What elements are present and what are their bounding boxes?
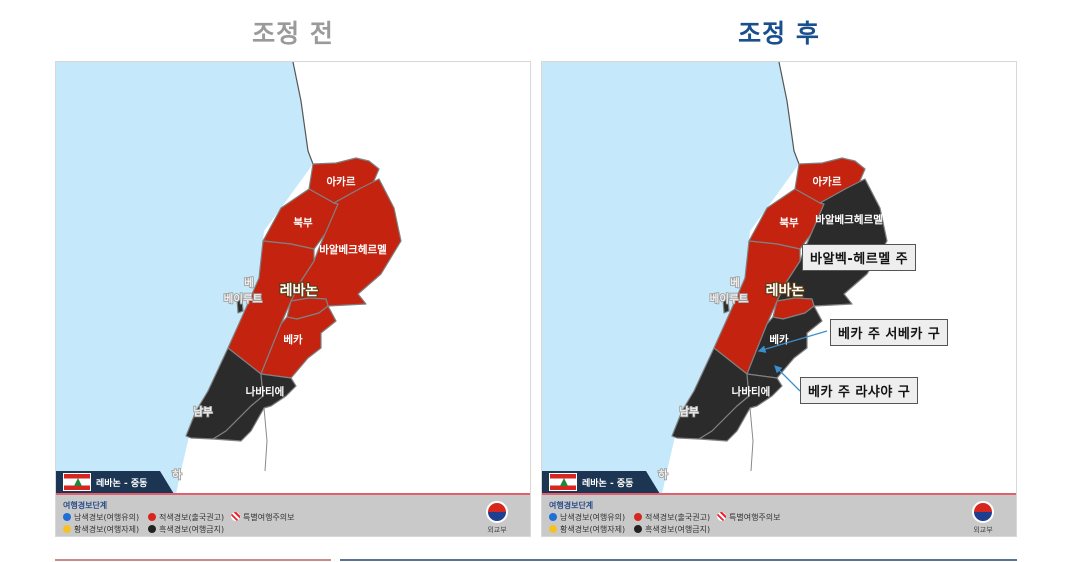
legend-item-label: 황색경보(여행자제) [74, 525, 140, 534]
legend-item-label: 적색경보(출국권고) [159, 513, 225, 522]
legend-dot-icon [549, 513, 557, 521]
legend-item: 흑색경보(여행금지) [148, 524, 224, 535]
map-label-nabatieh: 나바티에 [732, 385, 771, 398]
hatched-dot-icon [231, 512, 240, 521]
callout-label: 베카 주 서베카 구 [830, 319, 949, 346]
map-label-lebanon: 레바논 [766, 283, 805, 299]
region-mount-lebanon[interactable] [227, 240, 315, 375]
legend-item-label: 특별여행주의보 [729, 513, 781, 522]
after-title: 조정 후 [738, 19, 820, 48]
region-beirut[interactable] [722, 298, 730, 314]
lebanon-flag-icon [63, 473, 91, 491]
legend-item-label: 황색경보(여행자제) [560, 525, 626, 534]
taegeuk-logo-icon [486, 501, 508, 523]
country-region-label: 레바논 - 중동 [582, 479, 634, 489]
map-label-beirut: 베이루트 [710, 292, 749, 305]
logo-text: 외교부 [973, 526, 993, 534]
map-label-bekaa: 베카 [769, 333, 789, 346]
divider-line [340, 559, 1017, 561]
map-label-lebanon: 레바논 [280, 283, 319, 299]
map-label-south: 남부 [193, 405, 213, 418]
coastline [292, 62, 314, 165]
map-label-beirut: 베이루트 [224, 292, 263, 305]
callout-arrow [774, 365, 801, 392]
region-nabatieh[interactable] [212, 373, 297, 442]
map-label-nabatieh: 나바티에 [246, 385, 285, 398]
hatched-dot-icon [717, 512, 726, 521]
sea [56, 62, 313, 494]
mofa-logo: 외교부 [968, 501, 998, 535]
region-bekaa-lower[interactable] [260, 305, 337, 379]
callout-label: 바알벡-헤르멜 주 [802, 244, 917, 271]
callout-label: 베카 주 라샤야 구 [800, 377, 919, 404]
map-label-akkar: 아카르 [327, 175, 356, 188]
map-label-ha: 하 [172, 468, 182, 481]
legend-dot-icon [634, 513, 642, 521]
map-label-beirut-small: 베 [730, 276, 740, 289]
before-title: 조정 전 [252, 19, 334, 48]
logo-text: 외교부 [487, 526, 507, 534]
legend-dot-icon [148, 525, 156, 533]
map-label-north: 북부 [293, 217, 313, 229]
legend-item: 흑색경보(여행금지) [634, 524, 710, 535]
legend-item-label: 흑색경보(여행금지) [159, 525, 225, 534]
map-label-akkar: 아카르 [813, 175, 842, 188]
callout-arrow [757, 330, 828, 353]
map-label-ha: 하 [658, 468, 668, 481]
legend-dot-icon [148, 513, 156, 521]
legend-item: 황색경보(여행자제) [63, 524, 139, 535]
map-label-bekaa: 베카 [283, 333, 303, 346]
region-mount-lebanon[interactable] [713, 240, 801, 375]
country-region-label: 레바논 - 중동 [96, 479, 148, 489]
legend-title: 여행경보단계 [63, 501, 108, 510]
legend-item: 특별여행주의보 [231, 512, 295, 523]
country-ribbon: 레바논 - 중동 [542, 471, 660, 494]
legend-item-label: 흑색경보(여행금지) [645, 525, 711, 534]
region-nabatieh[interactable] [698, 373, 783, 442]
taegeuk-logo-icon [972, 501, 994, 523]
legend-item-label: 남색경보(여행유의) [74, 513, 140, 522]
border-line [749, 407, 754, 472]
legend-item: 남색경보(여행유의) [549, 512, 625, 523]
coastline [778, 62, 800, 165]
legend-item: 황색경보(여행자제) [549, 524, 625, 535]
map-label-north: 북부 [779, 217, 799, 229]
divider-line [55, 559, 331, 561]
sea [542, 62, 799, 494]
region-bekaa-lower[interactable] [746, 305, 823, 379]
legend-item-label: 적색경보(출국권고) [645, 513, 711, 522]
legend-item: 특별여행주의보 [717, 512, 781, 523]
legend-title: 여행경보단계 [549, 501, 594, 510]
country-ribbon: 레바논 - 중동 [56, 471, 174, 494]
lebanon-flag-icon [549, 473, 577, 491]
legend-dot-icon [63, 525, 71, 533]
legend-item: 적색경보(출국권고) [148, 512, 224, 523]
legend-dot-icon [634, 525, 642, 533]
map-label-beirut-small: 베 [244, 276, 254, 289]
mofa-logo: 외교부 [482, 501, 512, 535]
legend-item: 남색경보(여행유의) [63, 512, 139, 523]
border-line [263, 407, 268, 472]
legend-item-label: 남색경보(여행유의) [560, 513, 626, 522]
legend-item-label: 특별여행주의보 [243, 513, 295, 522]
map-label-baalbek-hermel: 바알베크헤르멜 [319, 243, 387, 256]
map-label-south: 남부 [679, 405, 699, 418]
legend-dot-icon [63, 513, 71, 521]
map-label-baalbek-hermel: 바알베크헤르멜 [815, 213, 883, 226]
region-beirut[interactable] [236, 298, 244, 314]
legend-item: 적색경보(출국권고) [634, 512, 710, 523]
legend-dot-icon [549, 525, 557, 533]
